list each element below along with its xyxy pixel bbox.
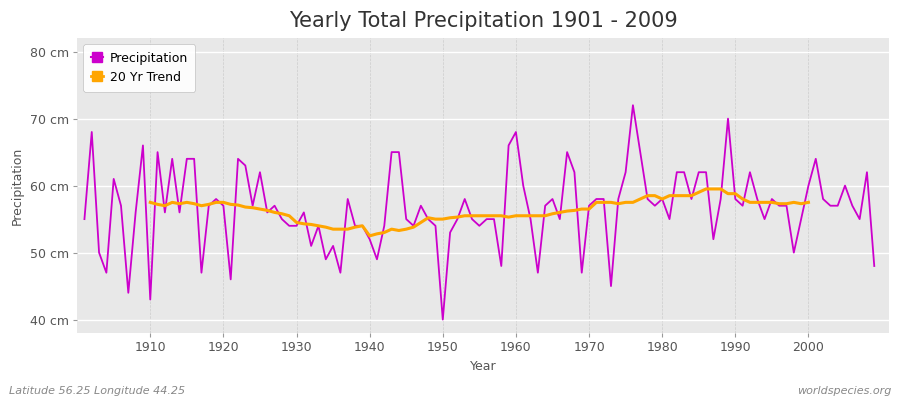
- Text: Latitude 56.25 Longitude 44.25: Latitude 56.25 Longitude 44.25: [9, 386, 185, 396]
- Title: Yearly Total Precipitation 1901 - 2009: Yearly Total Precipitation 1901 - 2009: [289, 11, 678, 31]
- Legend: Precipitation, 20 Yr Trend: Precipitation, 20 Yr Trend: [84, 44, 195, 92]
- Y-axis label: Precipitation: Precipitation: [11, 146, 24, 225]
- Text: worldspecies.org: worldspecies.org: [796, 386, 891, 396]
- X-axis label: Year: Year: [470, 360, 496, 373]
